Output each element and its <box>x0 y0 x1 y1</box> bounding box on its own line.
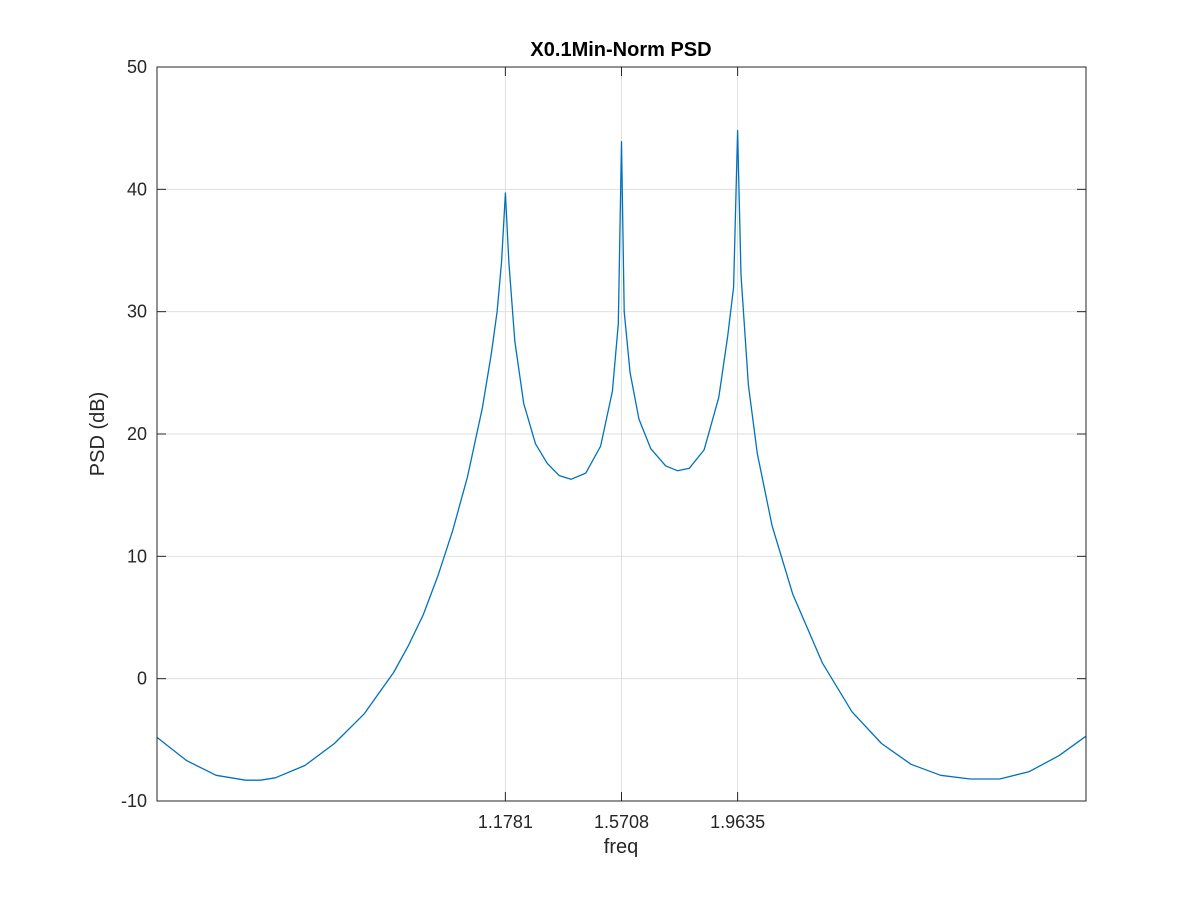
y-axis-label: PSD (dB) <box>87 392 109 476</box>
y-tick-labels: -10 0 10 20 30 40 50 <box>121 57 147 811</box>
y-tick-label: 50 <box>127 57 147 77</box>
y-tick-label: 20 <box>127 424 147 444</box>
psd-series-line <box>156 129 1087 781</box>
x-tick-label: 1.5708 <box>594 812 649 832</box>
x-tick-label: 1.1781 <box>478 812 533 832</box>
x-tick-label: 1.9635 <box>710 812 765 832</box>
y-tick-label: 30 <box>127 302 147 322</box>
y-tick-label: 0 <box>137 669 147 689</box>
series-layer <box>156 129 1087 781</box>
y-tick-label: 10 <box>127 546 147 566</box>
y-tick-label: -10 <box>121 791 147 811</box>
axes-box <box>156 66 1087 802</box>
x-tick-labels: 1.1781 1.5708 1.9635 <box>478 812 765 832</box>
chart-title: X0.1Min-Norm PSD <box>530 39 711 61</box>
x-axis-label: freq <box>604 836 638 858</box>
y-tick-label: 40 <box>127 179 147 199</box>
